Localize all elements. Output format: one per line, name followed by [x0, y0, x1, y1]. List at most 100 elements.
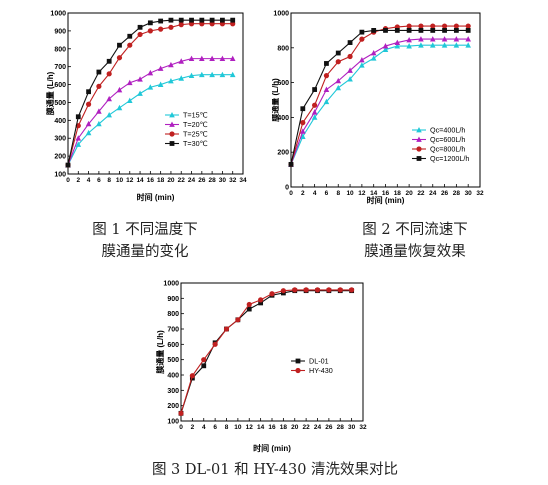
data-point	[106, 95, 112, 102]
x-tick-label: 12	[358, 190, 366, 197]
data-point	[335, 50, 341, 56]
x-tick-label: 14	[257, 424, 265, 431]
data-point	[382, 46, 389, 52]
data-point	[442, 28, 447, 33]
x-tick-label: 2	[76, 177, 80, 184]
legend-entry: Qc=1200L/h	[430, 154, 469, 163]
data-point	[127, 33, 133, 39]
legend-entry: T=25℃	[183, 130, 208, 139]
data-point	[394, 43, 401, 49]
y-tick-label: 600	[167, 342, 179, 349]
x-tick-label: 4	[87, 177, 91, 184]
data-point	[314, 287, 321, 293]
data-point	[394, 39, 401, 45]
legend-marker	[416, 156, 422, 161]
data-point	[220, 17, 225, 23]
x-tick-label: 10	[234, 424, 242, 431]
data-point	[209, 71, 215, 78]
data-point	[178, 75, 185, 81]
y-tick-label: 100	[54, 172, 66, 179]
x-tick-label: 10	[116, 177, 124, 184]
data-point	[147, 28, 153, 34]
data-point	[147, 20, 153, 26]
data-point	[189, 17, 194, 23]
data-point	[359, 62, 365, 68]
data-point	[137, 90, 143, 96]
data-point	[258, 300, 264, 306]
data-point	[188, 55, 195, 62]
y-tick-label: 0	[285, 185, 289, 192]
data-point	[199, 55, 205, 62]
data-point	[312, 102, 318, 108]
data-point	[465, 36, 471, 42]
data-point	[406, 43, 412, 49]
x-tick-label: 4	[202, 424, 206, 431]
data-point	[147, 69, 154, 76]
x-tick-label: 12	[246, 424, 254, 431]
data-point	[158, 26, 164, 32]
x-axis-label: 时间 (min)	[137, 192, 175, 202]
data-point	[126, 97, 133, 104]
y-tick-label: 900	[167, 296, 179, 303]
x-tick-label: 2	[301, 190, 305, 197]
x-tick-label: 10	[346, 190, 354, 197]
legend-marker	[169, 121, 175, 127]
data-point	[335, 77, 342, 84]
data-point	[199, 17, 205, 23]
x-tick-label: 16	[147, 177, 155, 184]
series-line	[67, 19, 233, 166]
y-tick-label: 1000	[163, 281, 179, 288]
data-point	[168, 17, 174, 23]
data-point	[418, 28, 424, 33]
data-point	[65, 162, 71, 168]
data-point	[137, 24, 143, 30]
y-tick-label: 600	[277, 80, 289, 87]
x-tick-label: 22	[417, 190, 425, 197]
legend-entry: T=15℃	[183, 111, 208, 120]
x-tick-label: 30	[219, 177, 227, 184]
x-tick-label: 28	[337, 424, 345, 431]
data-point	[418, 42, 424, 48]
series-line	[180, 290, 352, 414]
x-tick-label: 14	[370, 190, 378, 197]
x-tick-label: 34	[239, 177, 247, 184]
chart-2: 0 2 4 6 8 10 12 14 16 18 20 22 24 26 28 30 3202004006008…	[272, 11, 484, 206]
data-point	[157, 81, 164, 87]
data-point	[85, 120, 92, 127]
data-point	[178, 22, 184, 28]
data-point	[300, 120, 306, 126]
data-point	[127, 42, 133, 48]
y-tick-label: 800	[54, 46, 66, 53]
x-tick-label: 32	[359, 424, 367, 431]
caption-3: 图 3 DL-01 和 HY-430 清洗效果对比	[60, 459, 490, 481]
y-tick-label: 200	[167, 403, 179, 410]
x-tick-label: 28	[209, 177, 217, 184]
data-point	[96, 83, 102, 89]
y-axis-label: 膜通量 (L/h)	[155, 330, 165, 374]
caption-2-line-1: 图 2 不同流速下	[362, 222, 468, 238]
data-point	[75, 141, 82, 147]
data-point	[418, 36, 424, 42]
legend-marker	[169, 131, 175, 137]
data-point	[96, 69, 102, 75]
data-point	[147, 84, 154, 90]
x-tick-label: 24	[188, 177, 196, 184]
chart-3: 0 2 4 6 8 10 12 14 16 18 20 22 24 26 28 30 3210020030040…	[155, 281, 367, 454]
data-point	[178, 58, 185, 64]
data-point	[465, 42, 471, 48]
x-tick-label: 32	[229, 177, 237, 184]
data-point	[312, 87, 318, 92]
data-point	[323, 98, 330, 105]
data-point	[126, 79, 133, 86]
data-point	[371, 28, 377, 33]
x-tick-label: 6	[325, 190, 329, 197]
x-tick-label: 16	[268, 424, 276, 431]
legend-marker	[295, 358, 301, 364]
data-point	[96, 120, 102, 127]
x-tick-label: 2	[191, 424, 195, 431]
y-tick-label: 100	[167, 419, 179, 426]
data-point	[168, 61, 174, 68]
x-tick-label: 30	[348, 424, 356, 431]
data-point	[406, 23, 412, 29]
data-point	[137, 31, 143, 38]
